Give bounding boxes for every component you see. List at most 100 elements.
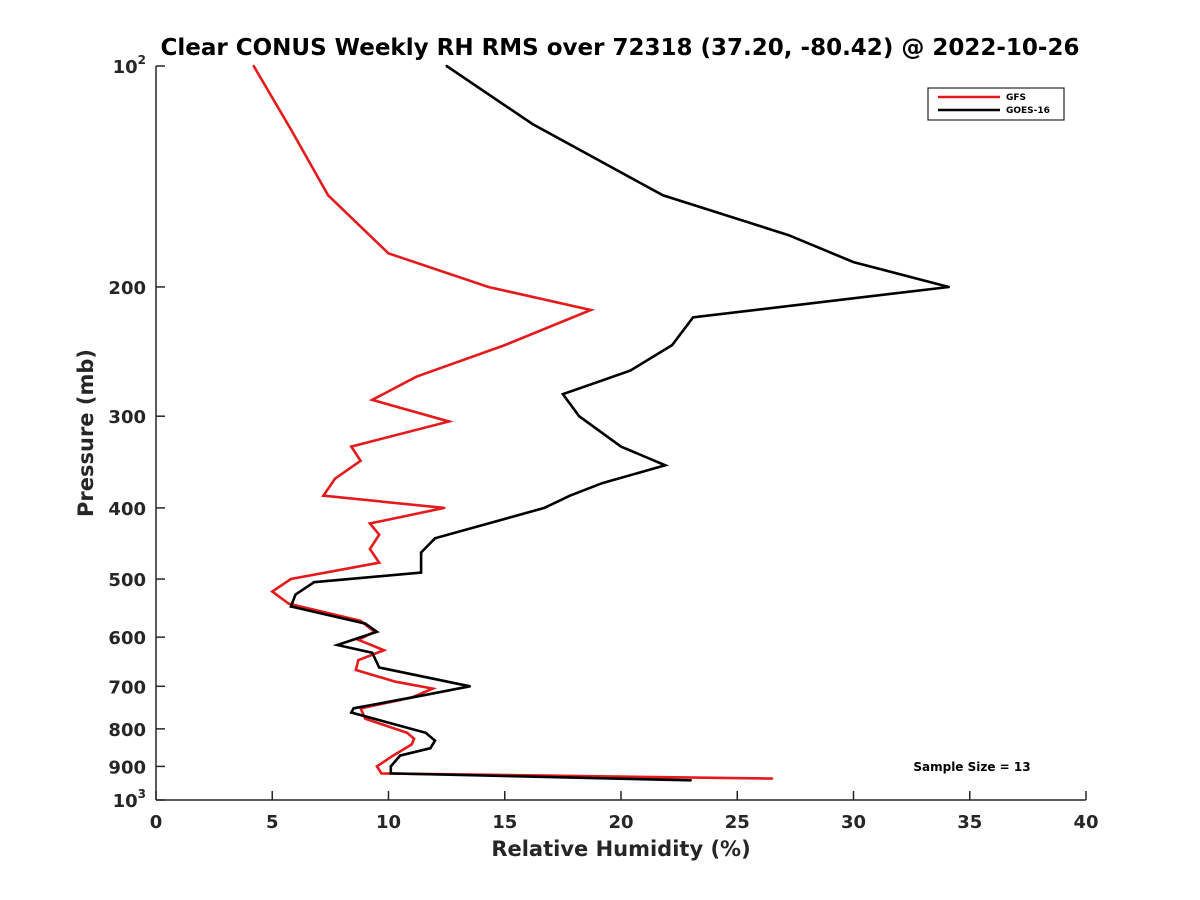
data-point-goes16 bbox=[433, 739, 437, 742]
data-point-gfs bbox=[289, 128, 293, 131]
data-point-gfs bbox=[354, 668, 358, 672]
x-tick-label: 10 bbox=[376, 812, 401, 833]
y-tick-label: 800 bbox=[108, 720, 146, 741]
data-point-goes16 bbox=[336, 643, 339, 647]
data-point-gfs bbox=[391, 754, 395, 757]
data-point-goes16 bbox=[531, 122, 534, 126]
y-tick-label: 103 bbox=[113, 787, 146, 812]
data-point-goes16 bbox=[947, 285, 950, 289]
data-point-goes16 bbox=[352, 707, 355, 710]
data-point-goes16 bbox=[375, 630, 379, 633]
data-point-goes16 bbox=[664, 464, 667, 467]
data-point-gfs bbox=[322, 494, 325, 497]
data-point-goes16 bbox=[378, 666, 381, 669]
data-point-gfs bbox=[487, 285, 490, 289]
data-point-goes16 bbox=[689, 779, 692, 782]
y-tick-label: 500 bbox=[108, 570, 146, 591]
data-point-goes16 bbox=[419, 571, 423, 574]
data-point-gfs bbox=[431, 687, 434, 690]
x-tick-label: 20 bbox=[608, 812, 633, 833]
data-point-gfs bbox=[368, 547, 372, 551]
y-tick-label: 400 bbox=[108, 499, 146, 520]
y-tick-label: 600 bbox=[108, 628, 146, 649]
data-point-goes16 bbox=[371, 651, 374, 654]
x-tick-label: 25 bbox=[725, 812, 750, 833]
data-point-gfs bbox=[359, 459, 362, 462]
chart-title: Clear CONUS Weekly RH RMS over 72318 (37… bbox=[161, 35, 1080, 61]
data-point-gfs bbox=[271, 590, 274, 593]
y-tick-label: 700 bbox=[108, 677, 146, 698]
data-point-gfs bbox=[503, 343, 506, 347]
data-point-goes16 bbox=[561, 393, 565, 396]
x-tick-label: 30 bbox=[841, 812, 866, 833]
series-layer bbox=[252, 64, 950, 782]
x-axis-label: Relative Humidity (%) bbox=[491, 837, 750, 861]
data-point-goes16 bbox=[433, 537, 437, 540]
data-point-gfs bbox=[770, 777, 774, 780]
data-point-gfs bbox=[326, 194, 330, 197]
data-point-goes16 bbox=[691, 316, 695, 319]
data-point-goes16 bbox=[350, 711, 353, 714]
data-point-goes16 bbox=[294, 593, 297, 596]
sample-size-annotation: Sample Size = 13 bbox=[913, 760, 1030, 774]
data-point-gfs bbox=[410, 743, 413, 746]
data-point-goes16 bbox=[312, 581, 316, 584]
legend: GFS GOES-16 bbox=[927, 87, 1065, 121]
y-tick-label: 300 bbox=[108, 407, 146, 428]
data-point-goes16 bbox=[429, 747, 432, 750]
data-point-goes16 bbox=[619, 445, 623, 448]
legend-label-gfs: GFS bbox=[1006, 93, 1026, 103]
x-tick-label: 40 bbox=[1073, 812, 1098, 833]
series-line-gfs bbox=[252, 65, 773, 780]
data-point-goes16 bbox=[568, 494, 572, 497]
data-point-goes16 bbox=[661, 194, 665, 197]
data-point-gfs bbox=[405, 731, 409, 734]
data-point-gfs bbox=[382, 649, 386, 652]
legend-box bbox=[927, 87, 1065, 121]
x-tick-label: 35 bbox=[957, 812, 982, 833]
data-point-goes16 bbox=[468, 685, 472, 688]
y-tick-label-exponent: 2 bbox=[138, 53, 146, 67]
data-point-gfs bbox=[368, 522, 372, 525]
data-point-goes16 bbox=[787, 233, 790, 237]
data-point-gfs bbox=[350, 445, 353, 448]
data-point-gfs bbox=[252, 64, 255, 68]
data-point-gfs bbox=[380, 772, 383, 775]
data-point-goes16 bbox=[445, 64, 448, 68]
data-point-goes16 bbox=[601, 481, 604, 485]
data-point-gfs bbox=[443, 506, 446, 510]
data-point-goes16 bbox=[389, 765, 392, 768]
data-point-gfs bbox=[333, 477, 337, 480]
data-point-gfs bbox=[589, 308, 592, 312]
y-tick-label-base: 10 bbox=[113, 57, 138, 78]
data-point-goes16 bbox=[389, 772, 392, 775]
data-point-gfs bbox=[375, 765, 379, 768]
data-point-goes16 bbox=[424, 731, 427, 734]
data-point-gfs bbox=[287, 602, 290, 605]
data-point-goes16 bbox=[577, 415, 581, 418]
data-point-goes16 bbox=[364, 622, 367, 625]
data-point-gfs bbox=[415, 375, 418, 378]
x-tick-label: 5 bbox=[266, 812, 279, 833]
data-point-gfs bbox=[447, 420, 451, 423]
y-tick-label: 900 bbox=[108, 757, 146, 778]
data-point-goes16 bbox=[419, 551, 423, 554]
data-point-goes16 bbox=[422, 694, 425, 697]
x-ticks: 0 5 10 15 20 25 30 35 40 bbox=[150, 791, 1099, 833]
data-point-goes16 bbox=[543, 506, 546, 510]
data-point-goes16 bbox=[852, 260, 855, 264]
legend-label-goes16: GOES-16 bbox=[1006, 106, 1050, 116]
data-point-goes16 bbox=[629, 369, 632, 372]
x-tick-label: 15 bbox=[492, 812, 517, 833]
data-point-gfs bbox=[387, 252, 390, 255]
y-tick-label-base: 10 bbox=[113, 791, 138, 812]
data-point-gfs bbox=[378, 533, 381, 536]
data-point-gfs bbox=[289, 577, 293, 581]
data-point-goes16 bbox=[670, 343, 674, 347]
y-tick-label-exponent: 3 bbox=[138, 787, 146, 801]
data-point-gfs bbox=[412, 737, 416, 740]
y-tick-label: 200 bbox=[108, 278, 146, 299]
